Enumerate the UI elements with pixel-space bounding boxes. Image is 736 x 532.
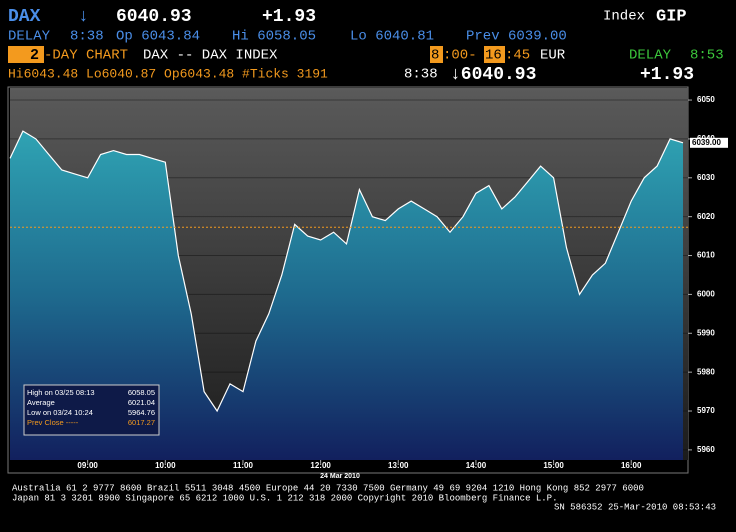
delay-time: 8:53 — [690, 48, 724, 64]
plot: High on 03/25 08:13 6058.05 Average 6021.04… — [9, 99, 688, 460]
change: +1.93 — [640, 65, 694, 85]
time: 8:38 — [404, 67, 438, 83]
time: 8:38 — [70, 29, 104, 45]
footer-line: SN 586352 25-Mar-2010 08:53:43 — [554, 502, 716, 512]
stat-label: Low on 03/24 10:24 — [27, 408, 93, 417]
open: Op 6043.84 — [116, 29, 200, 45]
footer-line: Japan 81 3 3201 8900 Singapore 65 6212 1… — [12, 493, 558, 503]
stats-box — [23, 384, 160, 436]
index-name: DAX -- DAX INDEX — [143, 48, 278, 64]
stat-label: Average — [27, 398, 55, 407]
y-tick-label: 6050 — [697, 95, 715, 104]
y-tick-label: 5970 — [697, 406, 715, 415]
stat-label: Prev Close ----- — [27, 418, 79, 427]
low: Lo 6040.81 — [350, 29, 434, 45]
x-tick-label: 15:00 — [543, 461, 564, 470]
x-tick-label: 16:00 — [621, 461, 642, 470]
y-tick-label: 5960 — [697, 445, 715, 454]
delay: DELAY — [629, 48, 672, 64]
last-tag-bg — [690, 137, 728, 148]
index-label: Index — [603, 9, 645, 25]
x-tick-label: 14:00 — [466, 461, 487, 470]
currency: EUR — [540, 48, 566, 64]
index-code: GIP — [656, 7, 687, 26]
end-box — [484, 46, 505, 63]
x-tick-label: 11:00 — [233, 461, 254, 470]
stat-value: 6058.05 — [128, 388, 155, 397]
days-box — [8, 46, 44, 63]
y-tick-label: 6010 — [697, 251, 715, 260]
stat-value: 6017.27 — [128, 418, 155, 427]
price-line — [9, 130, 684, 413]
last-tag: 6039.00 — [692, 138, 721, 147]
arrow: ↓ — [78, 7, 89, 27]
last: 6040.93 — [116, 7, 192, 27]
x-tick-label: 12:00 — [310, 461, 331, 470]
y-tick-label: 6000 — [697, 290, 715, 299]
stat-value: 6021.04 — [128, 398, 155, 407]
row3: -DAY CHART DAX -- DAX INDEX 8 :00- 16 :4… — [44, 46, 724, 64]
days: 2 — [30, 47, 39, 64]
y-tick-label: 6020 — [697, 212, 715, 221]
y-tick-label: 5990 — [697, 328, 715, 337]
x-tick-label: 10:00 — [155, 461, 176, 470]
delay: DELAY — [8, 29, 51, 45]
y-tick-label: 6030 — [697, 173, 715, 182]
prev: Prev 6039.00 — [466, 29, 567, 45]
x-tick-label: 09:00 — [77, 461, 98, 470]
end-hour: 16 — [485, 48, 502, 64]
row2: DELAY 8:38 Op 6043.84 Hi 6058.05 Lo 6040… — [8, 29, 567, 45]
stat-label: High on 03/25 08:13 — [27, 388, 95, 397]
area — [10, 131, 683, 460]
start-box — [430, 46, 443, 63]
session-stats: Hi6043.48 Lo6040.87 Op6043.48 #Ticks 319… — [8, 66, 328, 81]
change: +1.93 — [262, 7, 316, 27]
last: ↓6040.93 — [450, 65, 536, 85]
stat-value: 5964.76 — [128, 408, 155, 417]
chart-kind: -DAY CHART — [44, 48, 128, 64]
x-tick-label: 13:00 — [388, 461, 409, 470]
symbol: DAX — [8, 7, 41, 27]
footer: Australia 61 2 9777 8600 Brazil 5511 304… — [12, 483, 716, 512]
footer-line: Australia 61 2 9777 8600 Brazil 5511 304… — [12, 483, 644, 493]
start-min: :00- — [443, 48, 477, 64]
date-label: 24 Mar 2010 — [320, 473, 360, 480]
start-hour: 8 — [431, 48, 439, 64]
end-min: :45 — [505, 48, 530, 64]
high: Hi 6058.05 — [232, 29, 316, 45]
row4: Hi6043.48 Lo6040.87 Op6043.48 #Ticks 319… — [8, 65, 694, 85]
y-tick-label: 5980 — [697, 367, 715, 376]
